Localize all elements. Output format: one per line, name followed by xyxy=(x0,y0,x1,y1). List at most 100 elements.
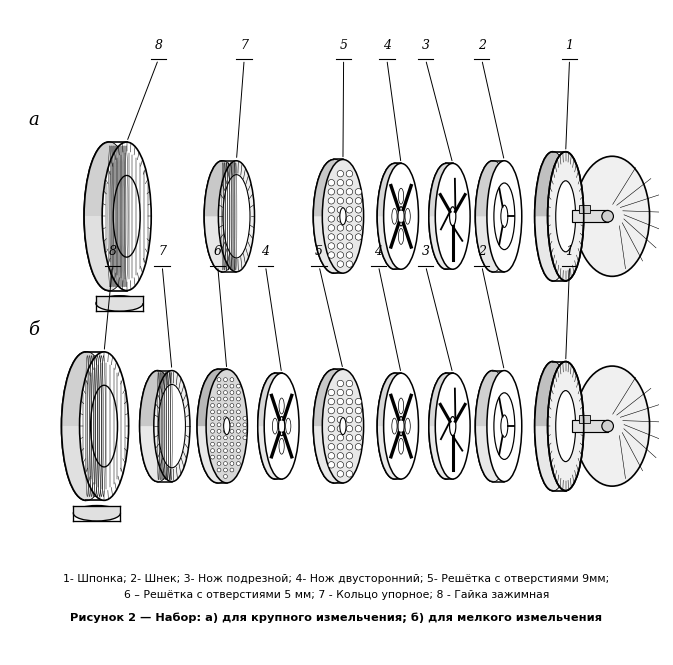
Circle shape xyxy=(230,378,234,382)
Ellipse shape xyxy=(204,161,240,272)
Polygon shape xyxy=(377,373,419,426)
Polygon shape xyxy=(534,362,583,426)
Circle shape xyxy=(211,430,215,433)
Polygon shape xyxy=(429,373,470,426)
Polygon shape xyxy=(377,164,419,216)
Circle shape xyxy=(337,380,344,387)
Polygon shape xyxy=(84,142,151,216)
Polygon shape xyxy=(475,216,522,272)
Text: 3: 3 xyxy=(421,39,429,52)
Text: 2: 2 xyxy=(478,39,486,52)
Ellipse shape xyxy=(158,384,186,467)
Text: 6: 6 xyxy=(214,245,221,258)
Text: 4: 4 xyxy=(374,245,382,258)
Ellipse shape xyxy=(494,393,515,460)
Ellipse shape xyxy=(602,211,614,222)
Ellipse shape xyxy=(218,161,254,272)
Ellipse shape xyxy=(392,208,397,224)
Ellipse shape xyxy=(398,229,404,244)
Circle shape xyxy=(346,380,353,387)
Circle shape xyxy=(328,408,334,414)
Circle shape xyxy=(328,215,334,222)
Circle shape xyxy=(211,423,215,427)
Circle shape xyxy=(230,449,234,453)
Circle shape xyxy=(337,243,344,249)
Ellipse shape xyxy=(384,373,419,479)
Circle shape xyxy=(337,207,344,213)
Circle shape xyxy=(346,180,353,186)
Polygon shape xyxy=(61,352,129,426)
Circle shape xyxy=(211,404,215,408)
Circle shape xyxy=(337,225,344,231)
Ellipse shape xyxy=(534,362,571,491)
Polygon shape xyxy=(258,426,299,479)
Circle shape xyxy=(230,384,234,388)
Circle shape xyxy=(211,397,215,401)
Ellipse shape xyxy=(279,438,284,454)
Circle shape xyxy=(236,430,240,433)
Polygon shape xyxy=(475,370,522,426)
Text: а: а xyxy=(28,111,38,129)
Circle shape xyxy=(223,462,227,466)
Ellipse shape xyxy=(113,176,140,257)
Ellipse shape xyxy=(154,370,190,481)
Ellipse shape xyxy=(450,207,456,226)
Circle shape xyxy=(223,430,227,433)
Circle shape xyxy=(337,261,344,267)
Circle shape xyxy=(243,436,247,440)
Ellipse shape xyxy=(340,418,346,435)
Polygon shape xyxy=(475,161,522,216)
Polygon shape xyxy=(258,373,299,426)
Ellipse shape xyxy=(398,188,404,204)
Circle shape xyxy=(211,442,215,446)
Ellipse shape xyxy=(501,415,508,437)
Ellipse shape xyxy=(398,398,404,414)
Ellipse shape xyxy=(61,352,110,500)
Circle shape xyxy=(337,462,344,468)
Circle shape xyxy=(217,404,221,408)
Circle shape xyxy=(217,430,221,433)
Circle shape xyxy=(337,198,344,204)
Circle shape xyxy=(328,233,334,240)
Ellipse shape xyxy=(475,161,510,272)
Polygon shape xyxy=(429,216,470,269)
Circle shape xyxy=(223,423,227,427)
Polygon shape xyxy=(579,205,590,213)
Polygon shape xyxy=(377,426,419,479)
Circle shape xyxy=(328,198,334,204)
Circle shape xyxy=(223,449,227,453)
Ellipse shape xyxy=(84,142,133,291)
Circle shape xyxy=(355,189,361,195)
Circle shape xyxy=(236,462,240,466)
Circle shape xyxy=(217,436,221,440)
Circle shape xyxy=(346,170,353,177)
Ellipse shape xyxy=(73,505,120,521)
Circle shape xyxy=(355,408,361,414)
Ellipse shape xyxy=(534,152,571,281)
Circle shape xyxy=(346,189,353,195)
Circle shape xyxy=(355,426,361,432)
Ellipse shape xyxy=(377,164,412,269)
Circle shape xyxy=(346,426,353,432)
Circle shape xyxy=(230,436,234,440)
Circle shape xyxy=(328,243,334,249)
Ellipse shape xyxy=(602,420,614,432)
Ellipse shape xyxy=(322,369,363,483)
Text: 5: 5 xyxy=(315,245,323,258)
Circle shape xyxy=(328,434,334,441)
Circle shape xyxy=(230,442,234,446)
Circle shape xyxy=(346,416,353,423)
Circle shape xyxy=(346,243,353,249)
Polygon shape xyxy=(534,216,583,281)
Ellipse shape xyxy=(398,416,404,436)
Circle shape xyxy=(337,233,344,240)
Ellipse shape xyxy=(279,416,285,436)
Circle shape xyxy=(346,215,353,222)
Circle shape xyxy=(337,408,344,414)
Circle shape xyxy=(230,390,234,394)
Text: 3: 3 xyxy=(421,245,429,258)
Polygon shape xyxy=(572,420,608,432)
Circle shape xyxy=(355,215,361,222)
Circle shape xyxy=(346,233,353,240)
Ellipse shape xyxy=(102,142,151,291)
